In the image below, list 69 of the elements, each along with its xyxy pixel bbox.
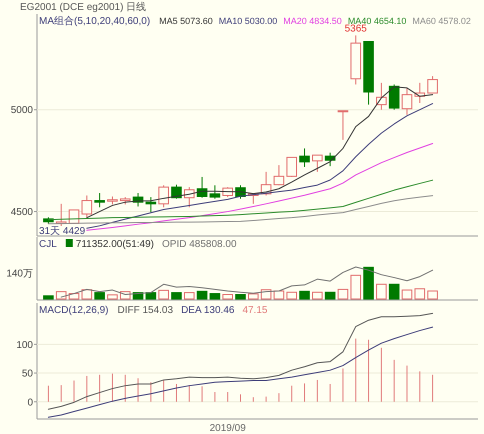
text: MA10 5030.00 <box>218 16 278 26</box>
bar <box>388 284 400 300</box>
bar <box>248 293 259 300</box>
candlestick <box>94 192 105 208</box>
y-tick-label: 100 <box>16 340 34 351</box>
candlestick <box>299 148 310 168</box>
chart-title: EG2001 (DCE eg2001) 日线 <box>20 1 146 13</box>
candlestick <box>312 154 323 172</box>
bar <box>82 289 92 300</box>
candlestick <box>210 184 220 200</box>
chart-subtitle: MA组合(5,10,20,40,60,0) <box>39 15 150 27</box>
bar <box>299 290 310 300</box>
bar <box>363 266 374 300</box>
bar <box>376 284 387 300</box>
bar <box>222 294 233 300</box>
bar <box>312 292 323 300</box>
bar <box>350 274 362 300</box>
line-series <box>48 195 434 224</box>
candlestick <box>146 196 156 213</box>
text: MA5 5073.60 <box>159 16 213 26</box>
bar <box>414 288 426 300</box>
candlestick <box>427 76 438 94</box>
bar <box>43 295 54 300</box>
bar <box>402 290 412 300</box>
bar <box>94 292 105 300</box>
bar <box>338 288 348 300</box>
annotation: 5365 <box>344 23 368 34</box>
bar <box>146 292 156 300</box>
bar <box>427 290 438 300</box>
text: OPID 485808.00 <box>162 239 237 250</box>
candlestick <box>274 164 284 186</box>
candlestick <box>338 110 348 140</box>
bar <box>274 290 284 300</box>
bar <box>286 292 298 300</box>
bar <box>184 292 195 300</box>
text: 47.15 <box>242 305 268 316</box>
candlestick <box>286 156 298 178</box>
text: DIFF 154.03 <box>117 305 174 316</box>
bar <box>171 292 182 300</box>
line-series <box>86 103 434 229</box>
y-tick-label: 0 <box>27 397 34 408</box>
y-tick-label: 4500 <box>10 207 34 218</box>
bar <box>68 293 80 300</box>
text: MA60 4578.02 <box>412 16 471 26</box>
bar <box>158 290 169 300</box>
legend-label: 711352.00(51:49) <box>76 239 154 250</box>
bar <box>210 293 220 300</box>
annotation: 31天 4429 <box>39 226 86 237</box>
bar <box>324 292 336 300</box>
bar <box>235 294 246 300</box>
candlestick <box>158 184 169 208</box>
line-series <box>48 180 434 220</box>
chart-title: CJL <box>39 239 58 250</box>
chart-title: MACD(12,26,9) <box>39 305 108 316</box>
text: DEA 130.46 <box>181 305 235 316</box>
text: MA40 4654.10 <box>348 16 406 26</box>
bar <box>56 291 67 300</box>
candlestick <box>82 194 92 218</box>
text: 140万 <box>6 268 33 280</box>
y-tick-label: 5000 <box>10 105 34 116</box>
line-series <box>48 326 434 418</box>
bar <box>107 294 118 300</box>
y-tick-label: 50 <box>22 368 34 380</box>
candlestick <box>388 84 400 110</box>
bar <box>196 290 208 300</box>
x-tick-label: 2019/09 <box>210 423 246 434</box>
candlestick <box>402 87 412 116</box>
text: MA20 4834.50 <box>283 16 342 26</box>
line-series <box>86 143 434 231</box>
